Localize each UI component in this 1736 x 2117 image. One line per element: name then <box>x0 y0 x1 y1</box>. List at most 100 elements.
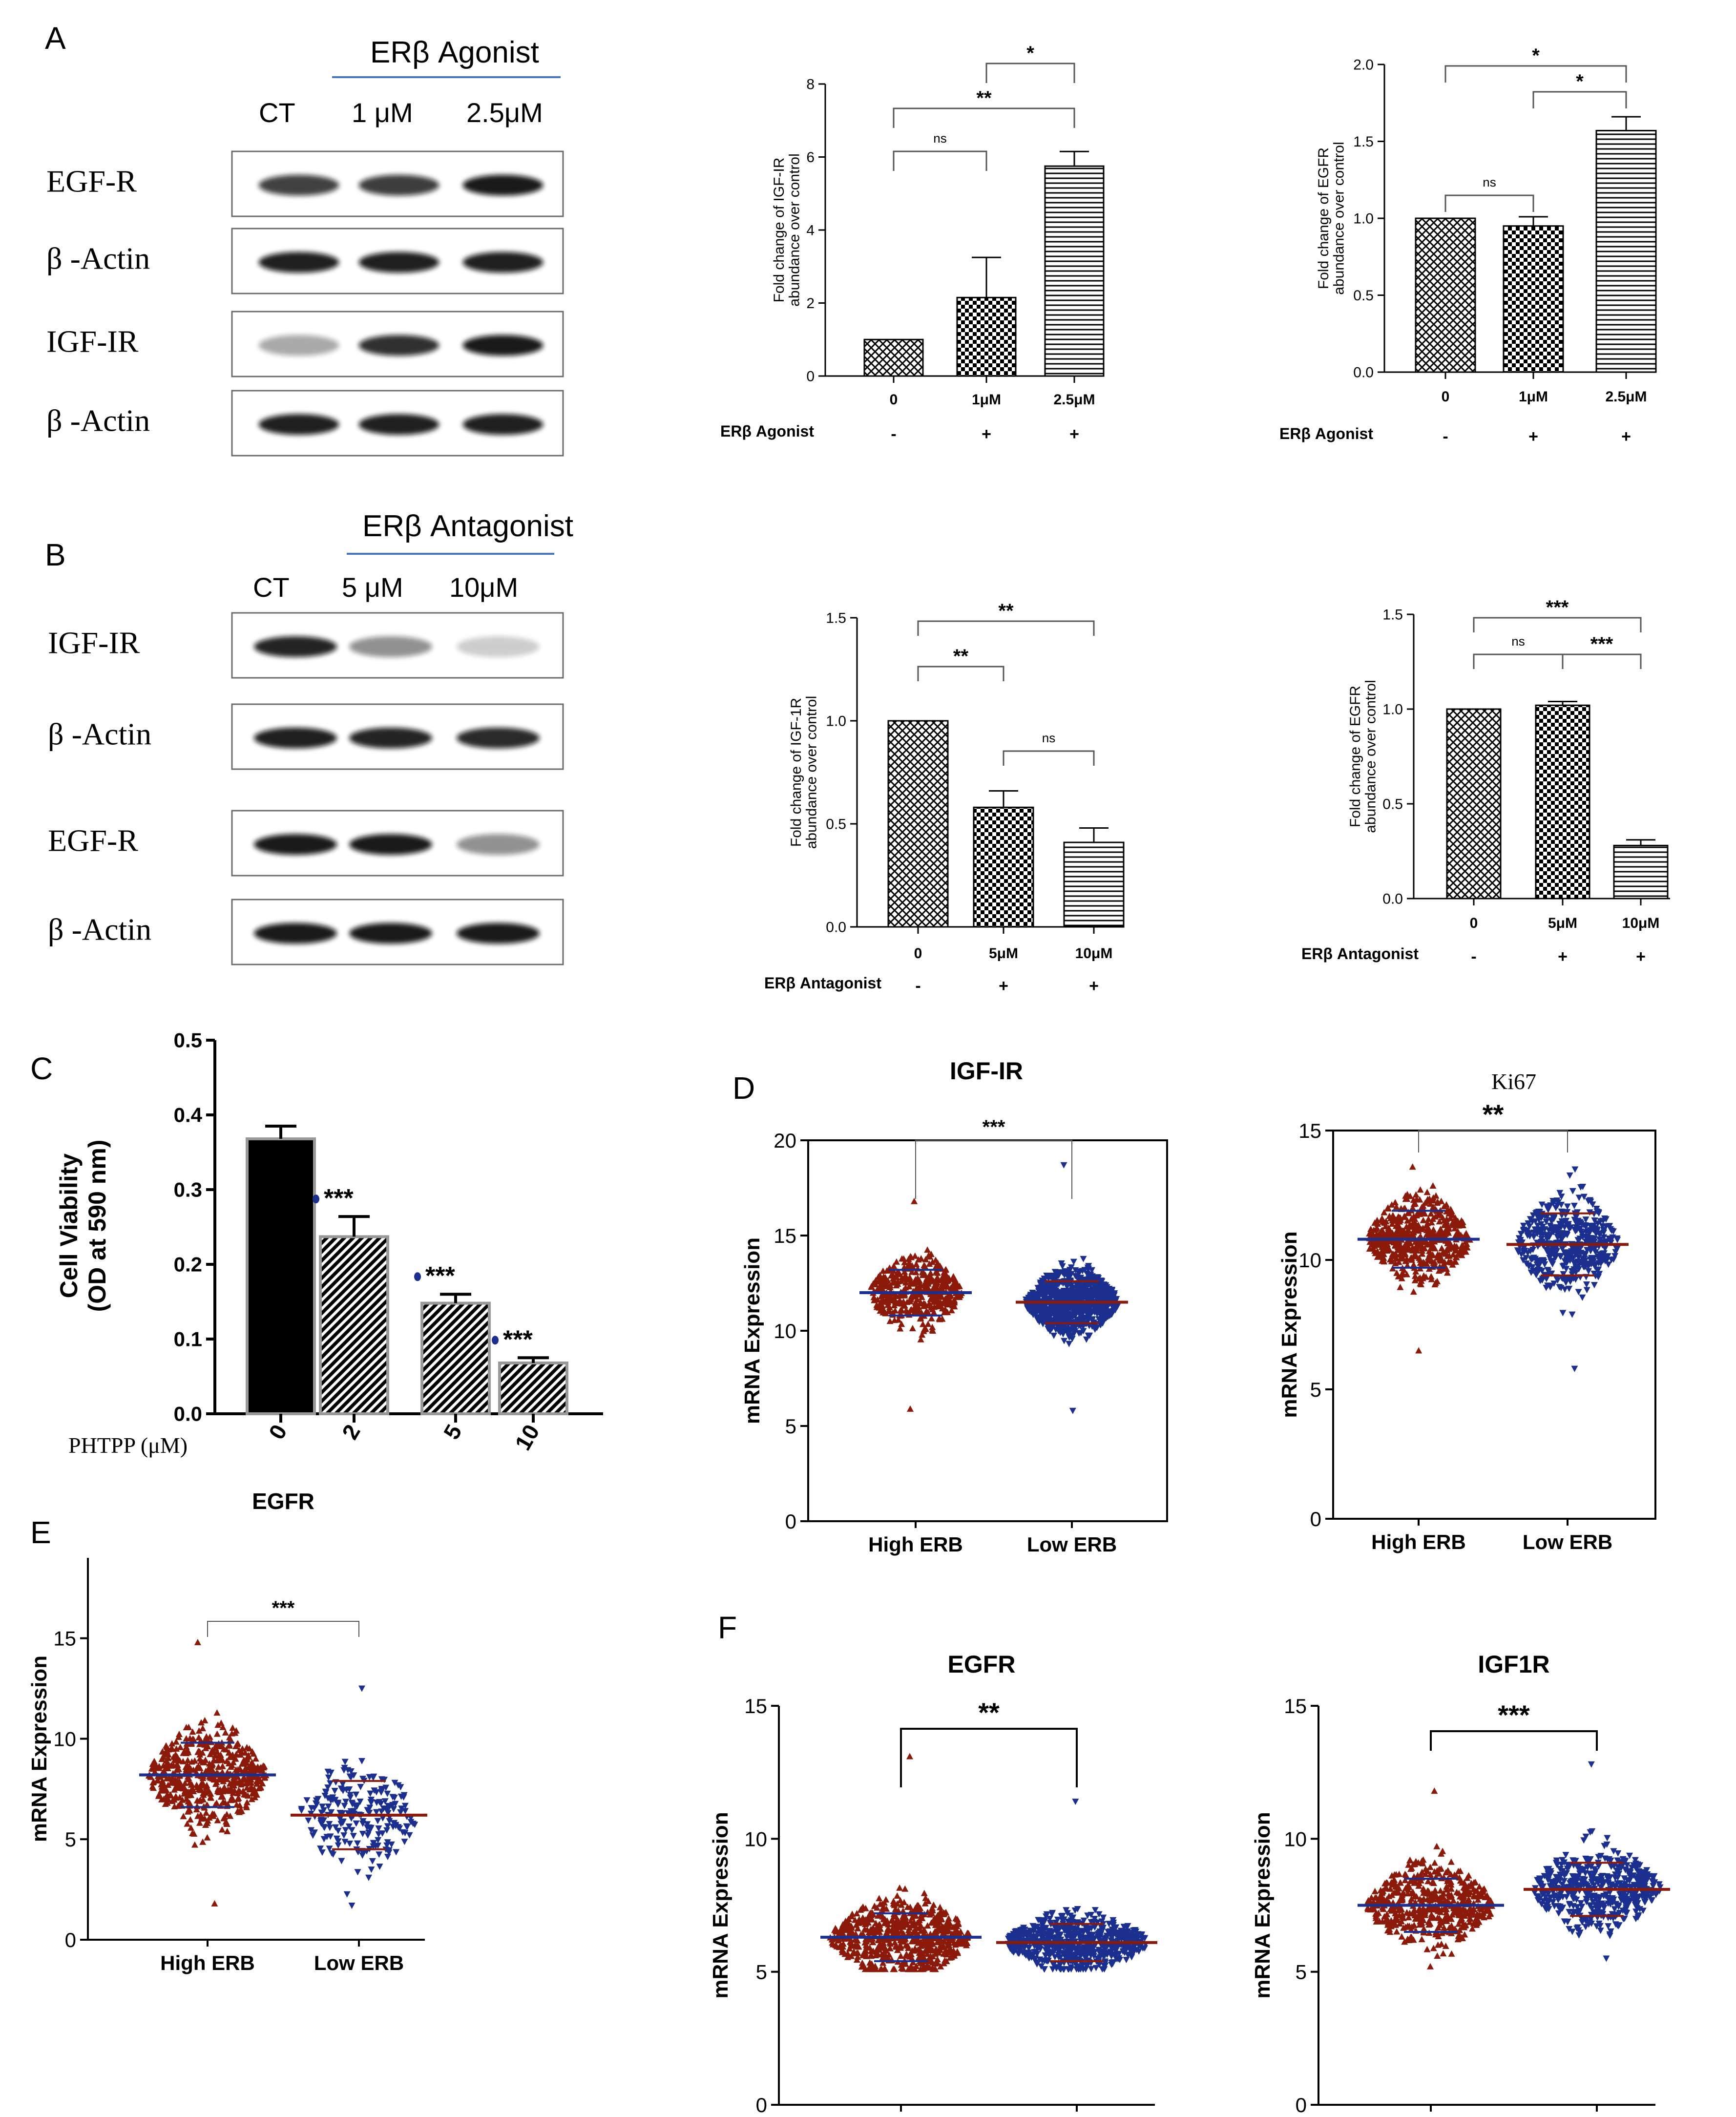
y-tick-label: 0.5 <box>174 1029 202 1052</box>
y-tick-label: 0.1 <box>174 1328 202 1351</box>
data-point <box>160 1795 167 1802</box>
data-point <box>872 1928 879 1935</box>
data-point <box>910 1928 918 1935</box>
data-point <box>150 1778 157 1785</box>
data-point <box>233 1767 241 1774</box>
data-point <box>1384 1204 1392 1211</box>
y-axis-label: mRNA Expression <box>1251 1812 1275 1998</box>
data-point <box>1423 1189 1431 1195</box>
data-point <box>246 1786 253 1793</box>
data-point <box>886 1284 894 1290</box>
data-point <box>1093 1292 1101 1299</box>
data-point <box>207 1751 214 1758</box>
data-point <box>328 1809 335 1816</box>
data-point <box>1445 1258 1452 1265</box>
data-point <box>1441 1258 1448 1265</box>
data-point <box>1446 1252 1453 1259</box>
data-point <box>160 1753 167 1760</box>
data-point <box>1538 1201 1546 1208</box>
data-point <box>1566 1249 1573 1256</box>
data-point <box>1544 1267 1551 1274</box>
data-point <box>929 1258 936 1265</box>
blot-band <box>258 174 339 196</box>
data-point <box>336 1810 344 1816</box>
data-point <box>376 1851 383 1858</box>
blot-band <box>462 335 544 356</box>
data-point <box>1373 1240 1380 1247</box>
data-point <box>162 1762 169 1769</box>
data-point <box>907 1405 914 1412</box>
data-point <box>1474 1896 1482 1903</box>
data-point <box>1569 1188 1576 1195</box>
data-point <box>350 1833 357 1840</box>
data-point <box>1428 1239 1435 1246</box>
data-point <box>922 1894 929 1901</box>
data-point <box>1571 1166 1579 1173</box>
data-point <box>1064 1950 1071 1957</box>
y-axis-label: Fold change of IGF-1Rabundance over cont… <box>788 696 820 849</box>
data-point <box>898 1928 905 1934</box>
data-point <box>1093 1324 1101 1331</box>
data-point <box>881 1298 889 1305</box>
data-point <box>155 1762 163 1769</box>
data-point <box>383 1827 391 1834</box>
data-point <box>859 1918 867 1925</box>
data-point <box>893 1282 900 1289</box>
data-point <box>881 1966 889 1972</box>
data-point <box>204 1834 211 1841</box>
data-point <box>1095 1911 1103 1918</box>
data-point <box>880 1944 888 1951</box>
data-point <box>1558 1201 1565 1208</box>
x-tick-label: 10μM <box>1622 915 1660 931</box>
data-point <box>238 1760 246 1767</box>
data-point <box>1060 1162 1067 1169</box>
data-point <box>1034 1285 1042 1292</box>
treatment-sign: - <box>1443 427 1448 446</box>
data-point <box>1562 1218 1569 1225</box>
data-point <box>1058 1260 1065 1267</box>
data-point <box>933 1279 940 1286</box>
data-point <box>1067 1966 1075 1973</box>
data-point <box>393 1849 400 1856</box>
data-point <box>199 1780 207 1786</box>
data-point <box>1004 1935 1012 1942</box>
data-point <box>1060 1288 1067 1294</box>
data-point <box>1050 1949 1057 1956</box>
data-point <box>1410 1200 1418 1207</box>
data-point <box>1069 1914 1077 1921</box>
data-point <box>1437 1225 1444 1232</box>
data-point <box>354 1840 361 1847</box>
data-point <box>1087 1945 1094 1951</box>
data-point <box>1083 1336 1090 1343</box>
data-point <box>375 1843 381 1849</box>
data-points-low-erb <box>1514 1166 1621 1372</box>
data-point <box>1424 1241 1431 1248</box>
data-point <box>1123 1957 1130 1963</box>
data-point <box>938 1293 945 1300</box>
data-point <box>326 1824 334 1831</box>
data-point <box>1127 1945 1134 1951</box>
data-point <box>838 1949 846 1955</box>
data-point <box>1074 1306 1082 1313</box>
data-point <box>1453 1230 1461 1237</box>
data-point <box>1555 1199 1562 1206</box>
data-point <box>238 1780 246 1786</box>
data-point <box>381 1777 388 1783</box>
data-point <box>1612 1245 1620 1252</box>
data-point <box>172 1794 180 1801</box>
data-point <box>298 1807 305 1814</box>
y-tick-label: 15 <box>1284 1695 1307 1718</box>
data-point <box>1073 1966 1080 1973</box>
data-point <box>854 1949 861 1956</box>
data-point <box>249 1790 256 1797</box>
y-tick-label: 5 <box>1296 1961 1307 1984</box>
data-point <box>1065 1932 1072 1939</box>
data-point <box>1549 1225 1557 1232</box>
data-point <box>1039 1294 1046 1300</box>
data-point <box>231 1729 239 1736</box>
data-point <box>1107 1949 1114 1956</box>
data-point <box>1610 1228 1617 1235</box>
data-point <box>155 1791 163 1798</box>
data-point <box>213 1709 221 1716</box>
